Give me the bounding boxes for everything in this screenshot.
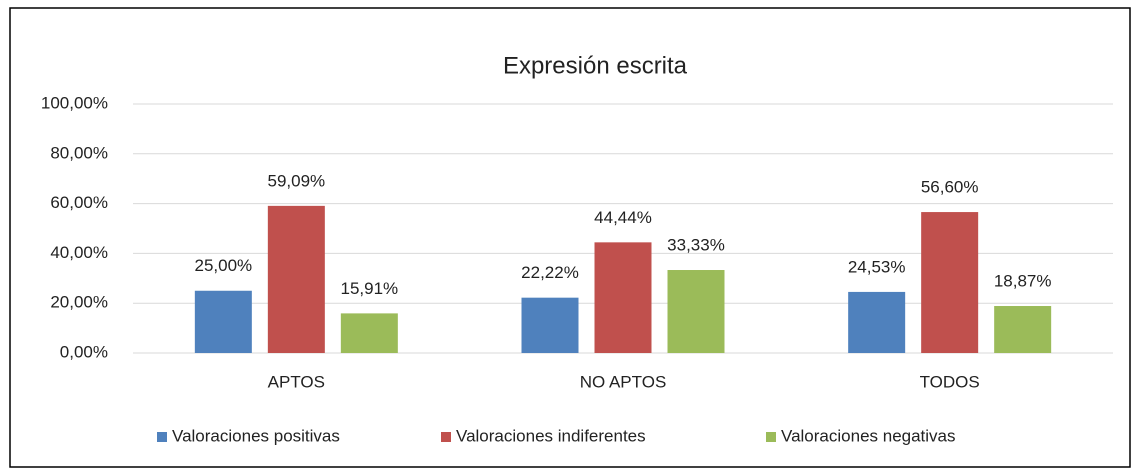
- value-label: 24,53%: [848, 257, 906, 276]
- bar: [267, 205, 325, 353]
- legend-label: Valoraciones positivas: [172, 426, 340, 445]
- x-tick-label: NO APTOS: [580, 372, 667, 391]
- y-tick-label: 80,00%: [50, 143, 108, 162]
- x-tick-label: APTOS: [268, 372, 325, 391]
- value-label: 44,44%: [594, 208, 652, 227]
- bar: [521, 297, 579, 353]
- legend-label: Valoraciones negativas: [781, 426, 956, 445]
- x-tick-label: TODOS: [920, 372, 980, 391]
- bar: [848, 291, 906, 353]
- value-label: 15,91%: [340, 279, 398, 298]
- y-tick-label: 40,00%: [50, 243, 108, 262]
- y-tick-label: 100,00%: [41, 93, 108, 112]
- chart-title: Expresión escrita: [503, 52, 688, 79]
- y-tick-label: 0,00%: [60, 342, 108, 361]
- legend-swatch: [157, 432, 167, 442]
- value-label: 22,22%: [521, 263, 579, 282]
- legend-swatch: [766, 432, 776, 442]
- y-tick-label: 60,00%: [50, 193, 108, 212]
- bar: [921, 212, 979, 353]
- bar: [994, 306, 1052, 353]
- value-label: 25,00%: [194, 256, 252, 275]
- bar: [340, 313, 398, 353]
- legend-swatch: [441, 432, 451, 442]
- value-label: 18,87%: [994, 271, 1052, 290]
- legend-label: Valoraciones indiferentes: [456, 426, 646, 445]
- value-label: 56,60%: [921, 178, 979, 197]
- y-tick-label: 20,00%: [50, 293, 108, 312]
- bar: [194, 290, 252, 353]
- value-label: 59,09%: [267, 171, 325, 190]
- value-label: 33,33%: [667, 235, 725, 254]
- bar: [594, 242, 652, 353]
- bar: [667, 270, 725, 353]
